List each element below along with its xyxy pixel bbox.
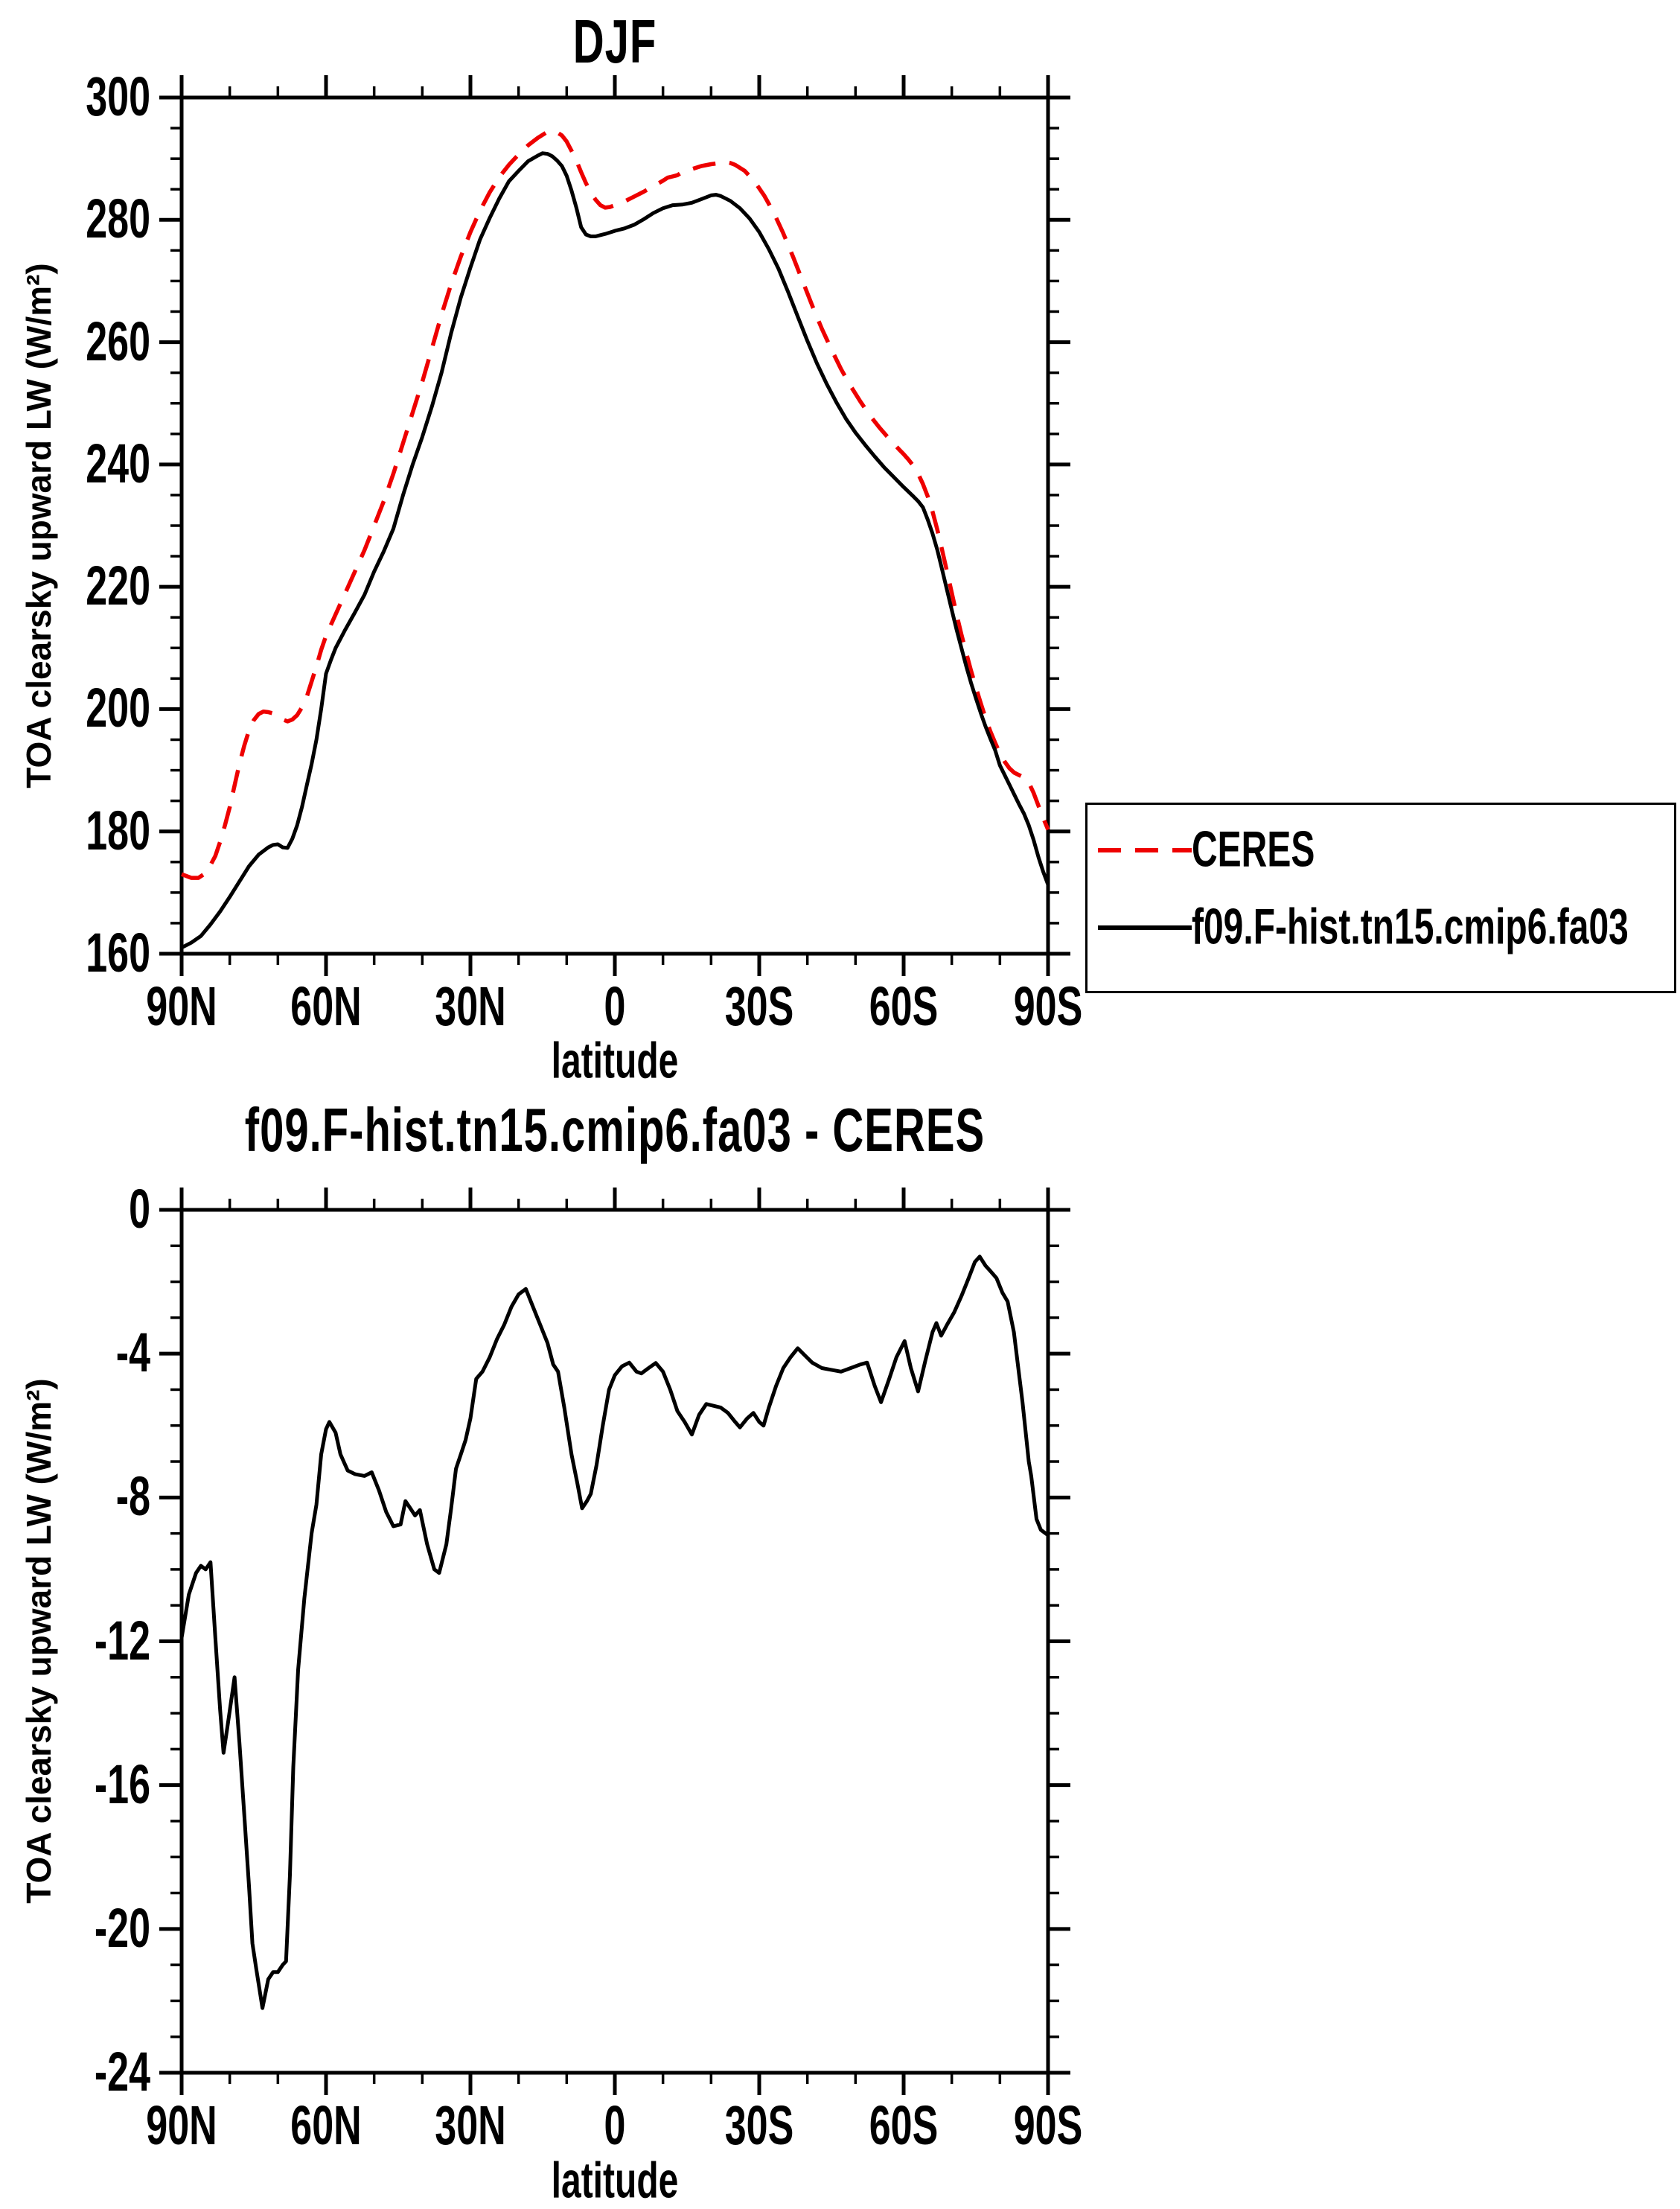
x-tick-label: 90S — [1013, 2095, 1083, 2158]
legend-item-ceres: CERES — [1098, 824, 1315, 875]
legend: CERES f09.F-hist.tn15.cmip6.fa03 — [1085, 803, 1676, 993]
bottom-plot-frame — [179, 1208, 1050, 2075]
x-tick-label: 60S — [869, 2095, 939, 2158]
y-tick-label: 260 — [86, 311, 150, 373]
x-tick-label: 30N — [435, 976, 506, 1039]
y-tick-label: -8 — [115, 1467, 150, 1529]
top-x-axis-label: latitude — [551, 1033, 679, 1089]
diff-series-f09-f-hist-tn15-cmip6-fa03-ceres — [179, 1255, 1050, 2010]
legend-item-model: f09.F-hist.tn15.cmip6.fa03 — [1098, 902, 1629, 952]
top-plot-frame — [179, 95, 1050, 956]
y-tick-label: 0 — [129, 1179, 150, 1241]
x-tick-label: 90N — [146, 2095, 217, 2158]
y-tick-label: 200 — [86, 678, 150, 740]
x-tick-label: 60N — [290, 2095, 362, 2158]
x-tick-label: 0 — [604, 2095, 626, 2158]
y-tick-label: -24 — [94, 2041, 150, 2104]
x-tick-label: 90N — [146, 976, 217, 1039]
x-tick-label: 90S — [1013, 976, 1083, 1039]
x-tick-label: 0 — [604, 976, 626, 1039]
y-tick-label: -12 — [94, 1610, 150, 1672]
x-tick-label: 30S — [724, 976, 794, 1039]
y-tick-label: -20 — [94, 1898, 150, 1960]
y-tick-label: 280 — [86, 189, 150, 251]
legend-item-label: CERES — [1192, 821, 1315, 878]
x-tick-label: 60S — [869, 976, 939, 1039]
x-tick-label: 30S — [724, 2095, 794, 2158]
y-tick-label: 300 — [86, 66, 150, 129]
y-tick-label: -4 — [115, 1322, 150, 1385]
x-tick-label: 30N — [435, 2095, 506, 2158]
y-tick-label: 180 — [86, 800, 150, 862]
model-solid-line-swatch — [1098, 925, 1192, 930]
bottom-x-axis-label: latitude — [551, 2152, 679, 2209]
legend-item-label: f09.F-hist.tn15.cmip6.fa03 — [1192, 899, 1629, 955]
toa-series-f09-f-hist-tn15-cmip6-fa03 — [180, 151, 1050, 950]
y-tick-label: 220 — [86, 555, 150, 618]
top-chart-title: DJF — [572, 7, 657, 77]
toa-series-ceres — [181, 128, 1050, 880]
y-tick-label: -16 — [94, 1754, 150, 1816]
ceres-dashed-line-swatch — [1098, 848, 1192, 852]
y-tick-label: 160 — [86, 922, 150, 985]
x-tick-label: 60N — [290, 976, 362, 1039]
bottom-chart-title: f09.F-hist.tn15.cmip6.fa03 - CERES — [244, 1096, 986, 1165]
y-tick-label: 240 — [86, 433, 150, 496]
